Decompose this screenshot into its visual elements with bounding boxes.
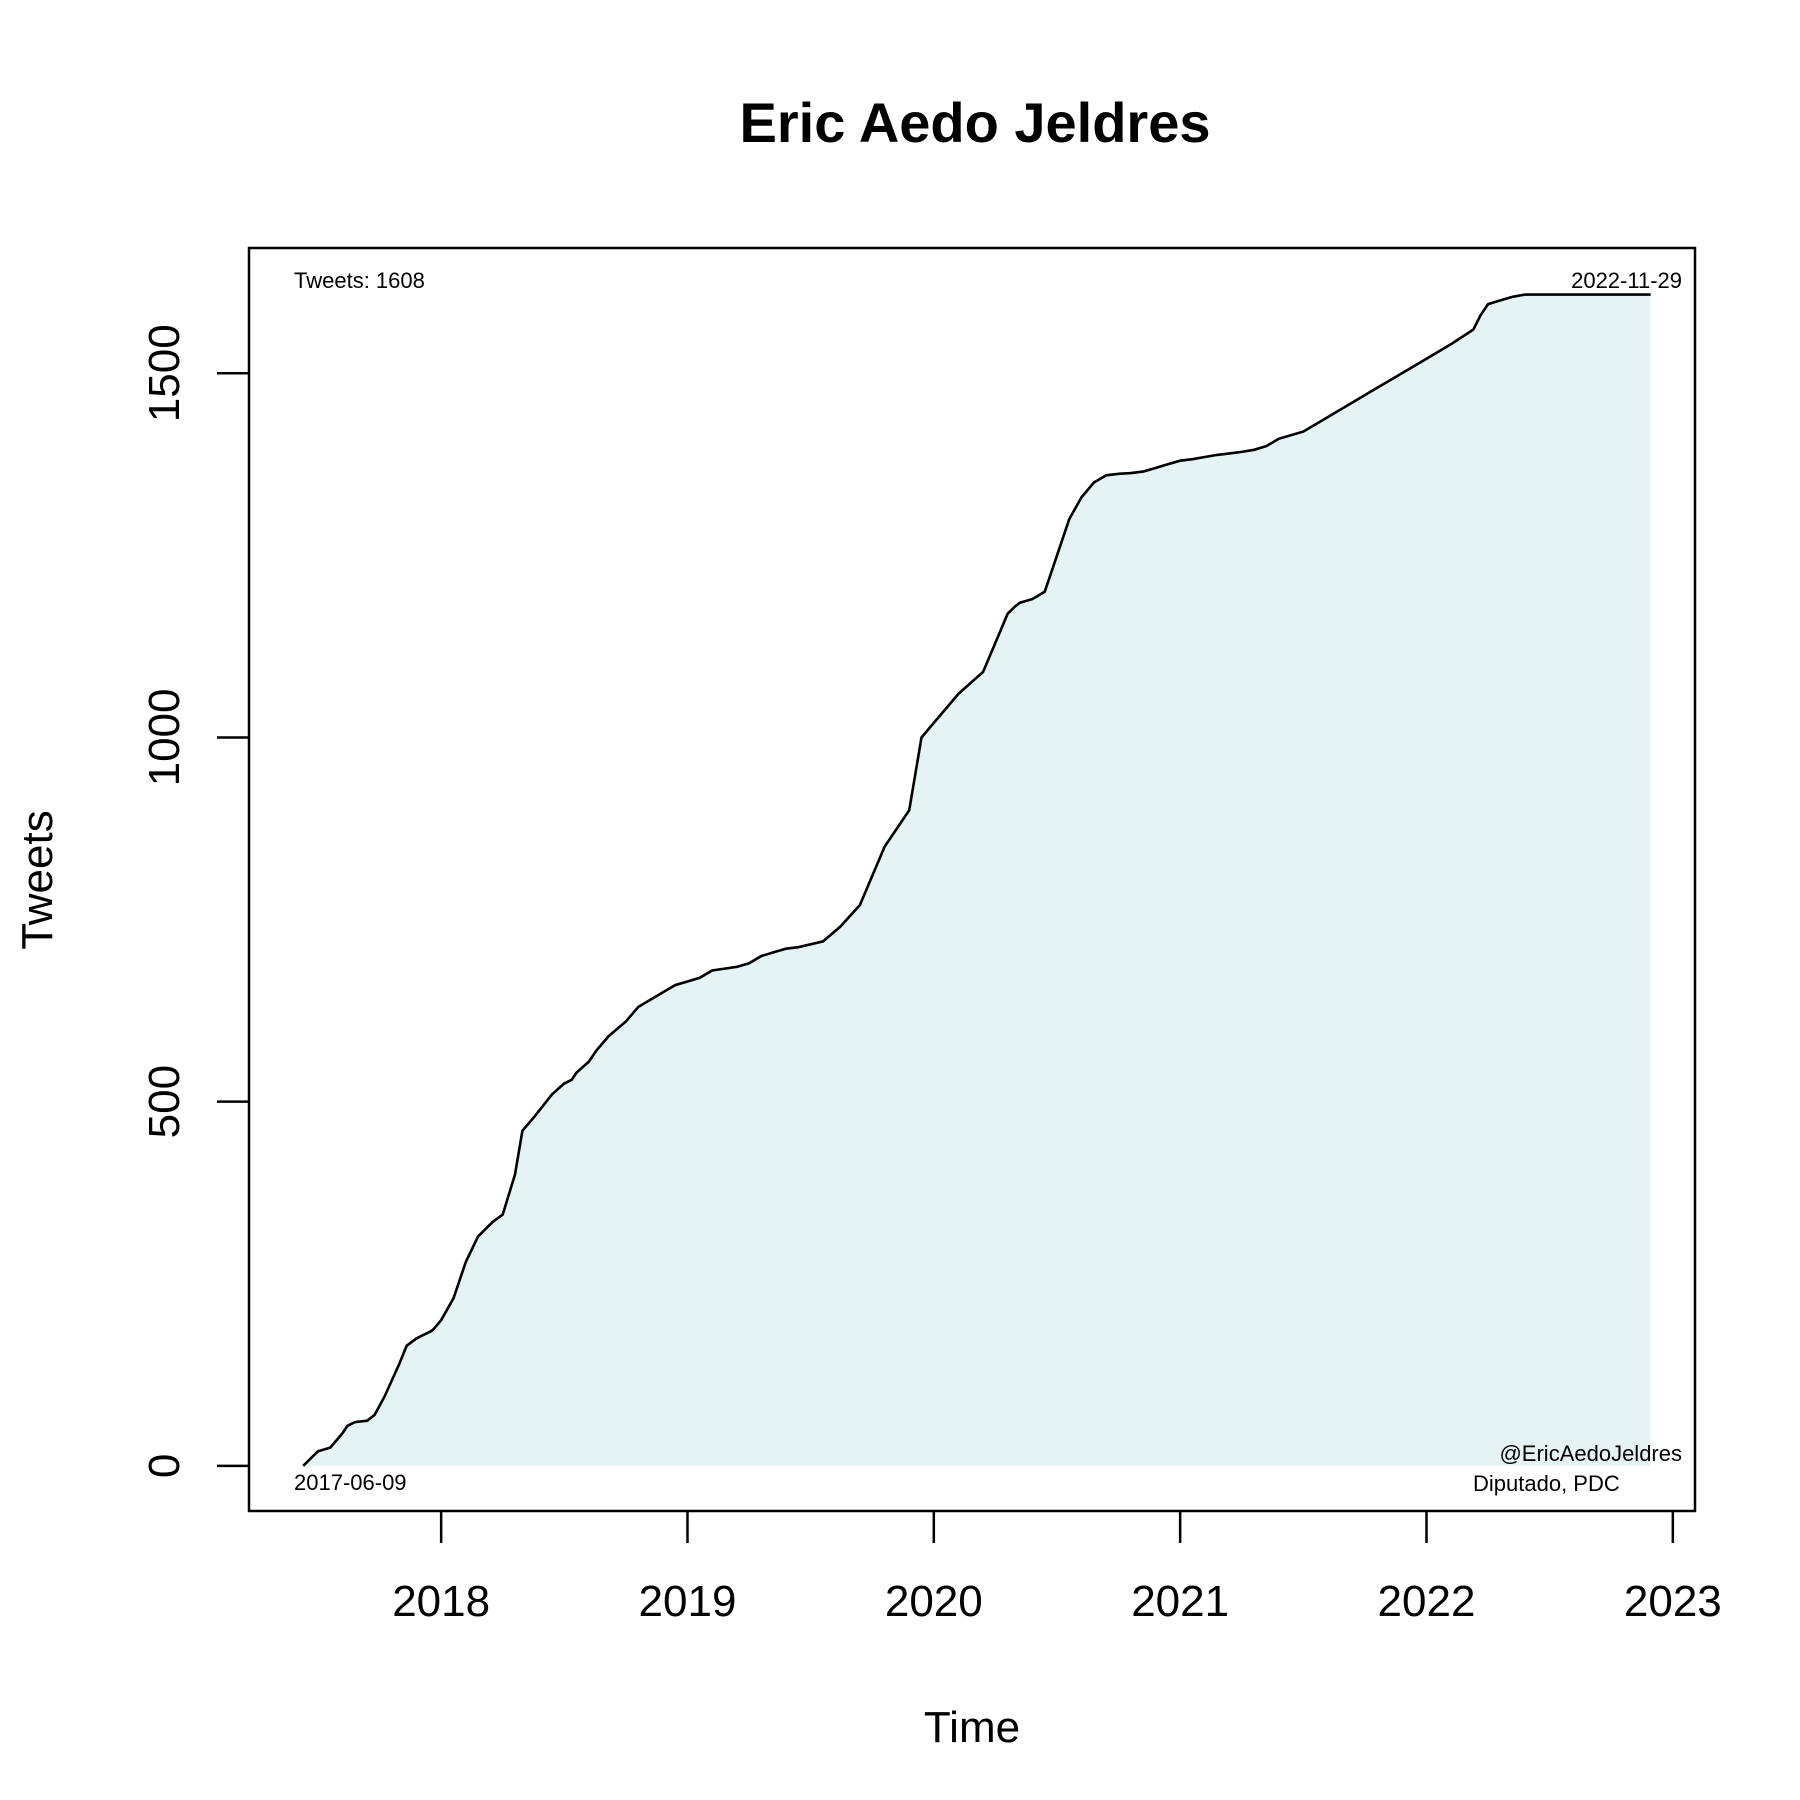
x-tick-label: 2019 (639, 1577, 737, 1626)
x-tick-label: 2018 (392, 1577, 490, 1626)
y-tick-label: 1500 (140, 324, 189, 422)
x-tick-label: 2023 (1624, 1577, 1722, 1626)
role-annotation: Diputado, PDC (1473, 1471, 1620, 1496)
tweet-count-annotation: Tweets: 1608 (294, 268, 425, 293)
area-fill (303, 294, 1651, 1466)
x-tick-label: 2020 (885, 1577, 983, 1626)
start-date-annotation: 2017-06-09 (294, 1470, 407, 1495)
x-axis-title: Time (924, 1703, 1020, 1752)
y-axis-title: Tweets (13, 810, 62, 949)
y-tick-label: 0 (140, 1454, 189, 1478)
x-tick-label: 2022 (1378, 1577, 1476, 1626)
plot-area (302, 293, 1651, 1467)
chart-title: Eric Aedo Jeldres (739, 91, 1210, 154)
plot-frame (247, 246, 1697, 1513)
x-axis: 2018 2019 2020 2021 2022 2023 (392, 1511, 1722, 1626)
handle-annotation: @EricAedoJeldres (1499, 1441, 1682, 1466)
y-axis: 0 500 1000 1500 (140, 324, 249, 1478)
end-date-annotation: 2022-11-29 (1571, 268, 1682, 293)
y-tick-label: 500 (140, 1065, 189, 1138)
y-tick-label: 1000 (140, 689, 189, 787)
series-line (302, 293, 1651, 1467)
x-tick-label: 2021 (1131, 1577, 1229, 1626)
